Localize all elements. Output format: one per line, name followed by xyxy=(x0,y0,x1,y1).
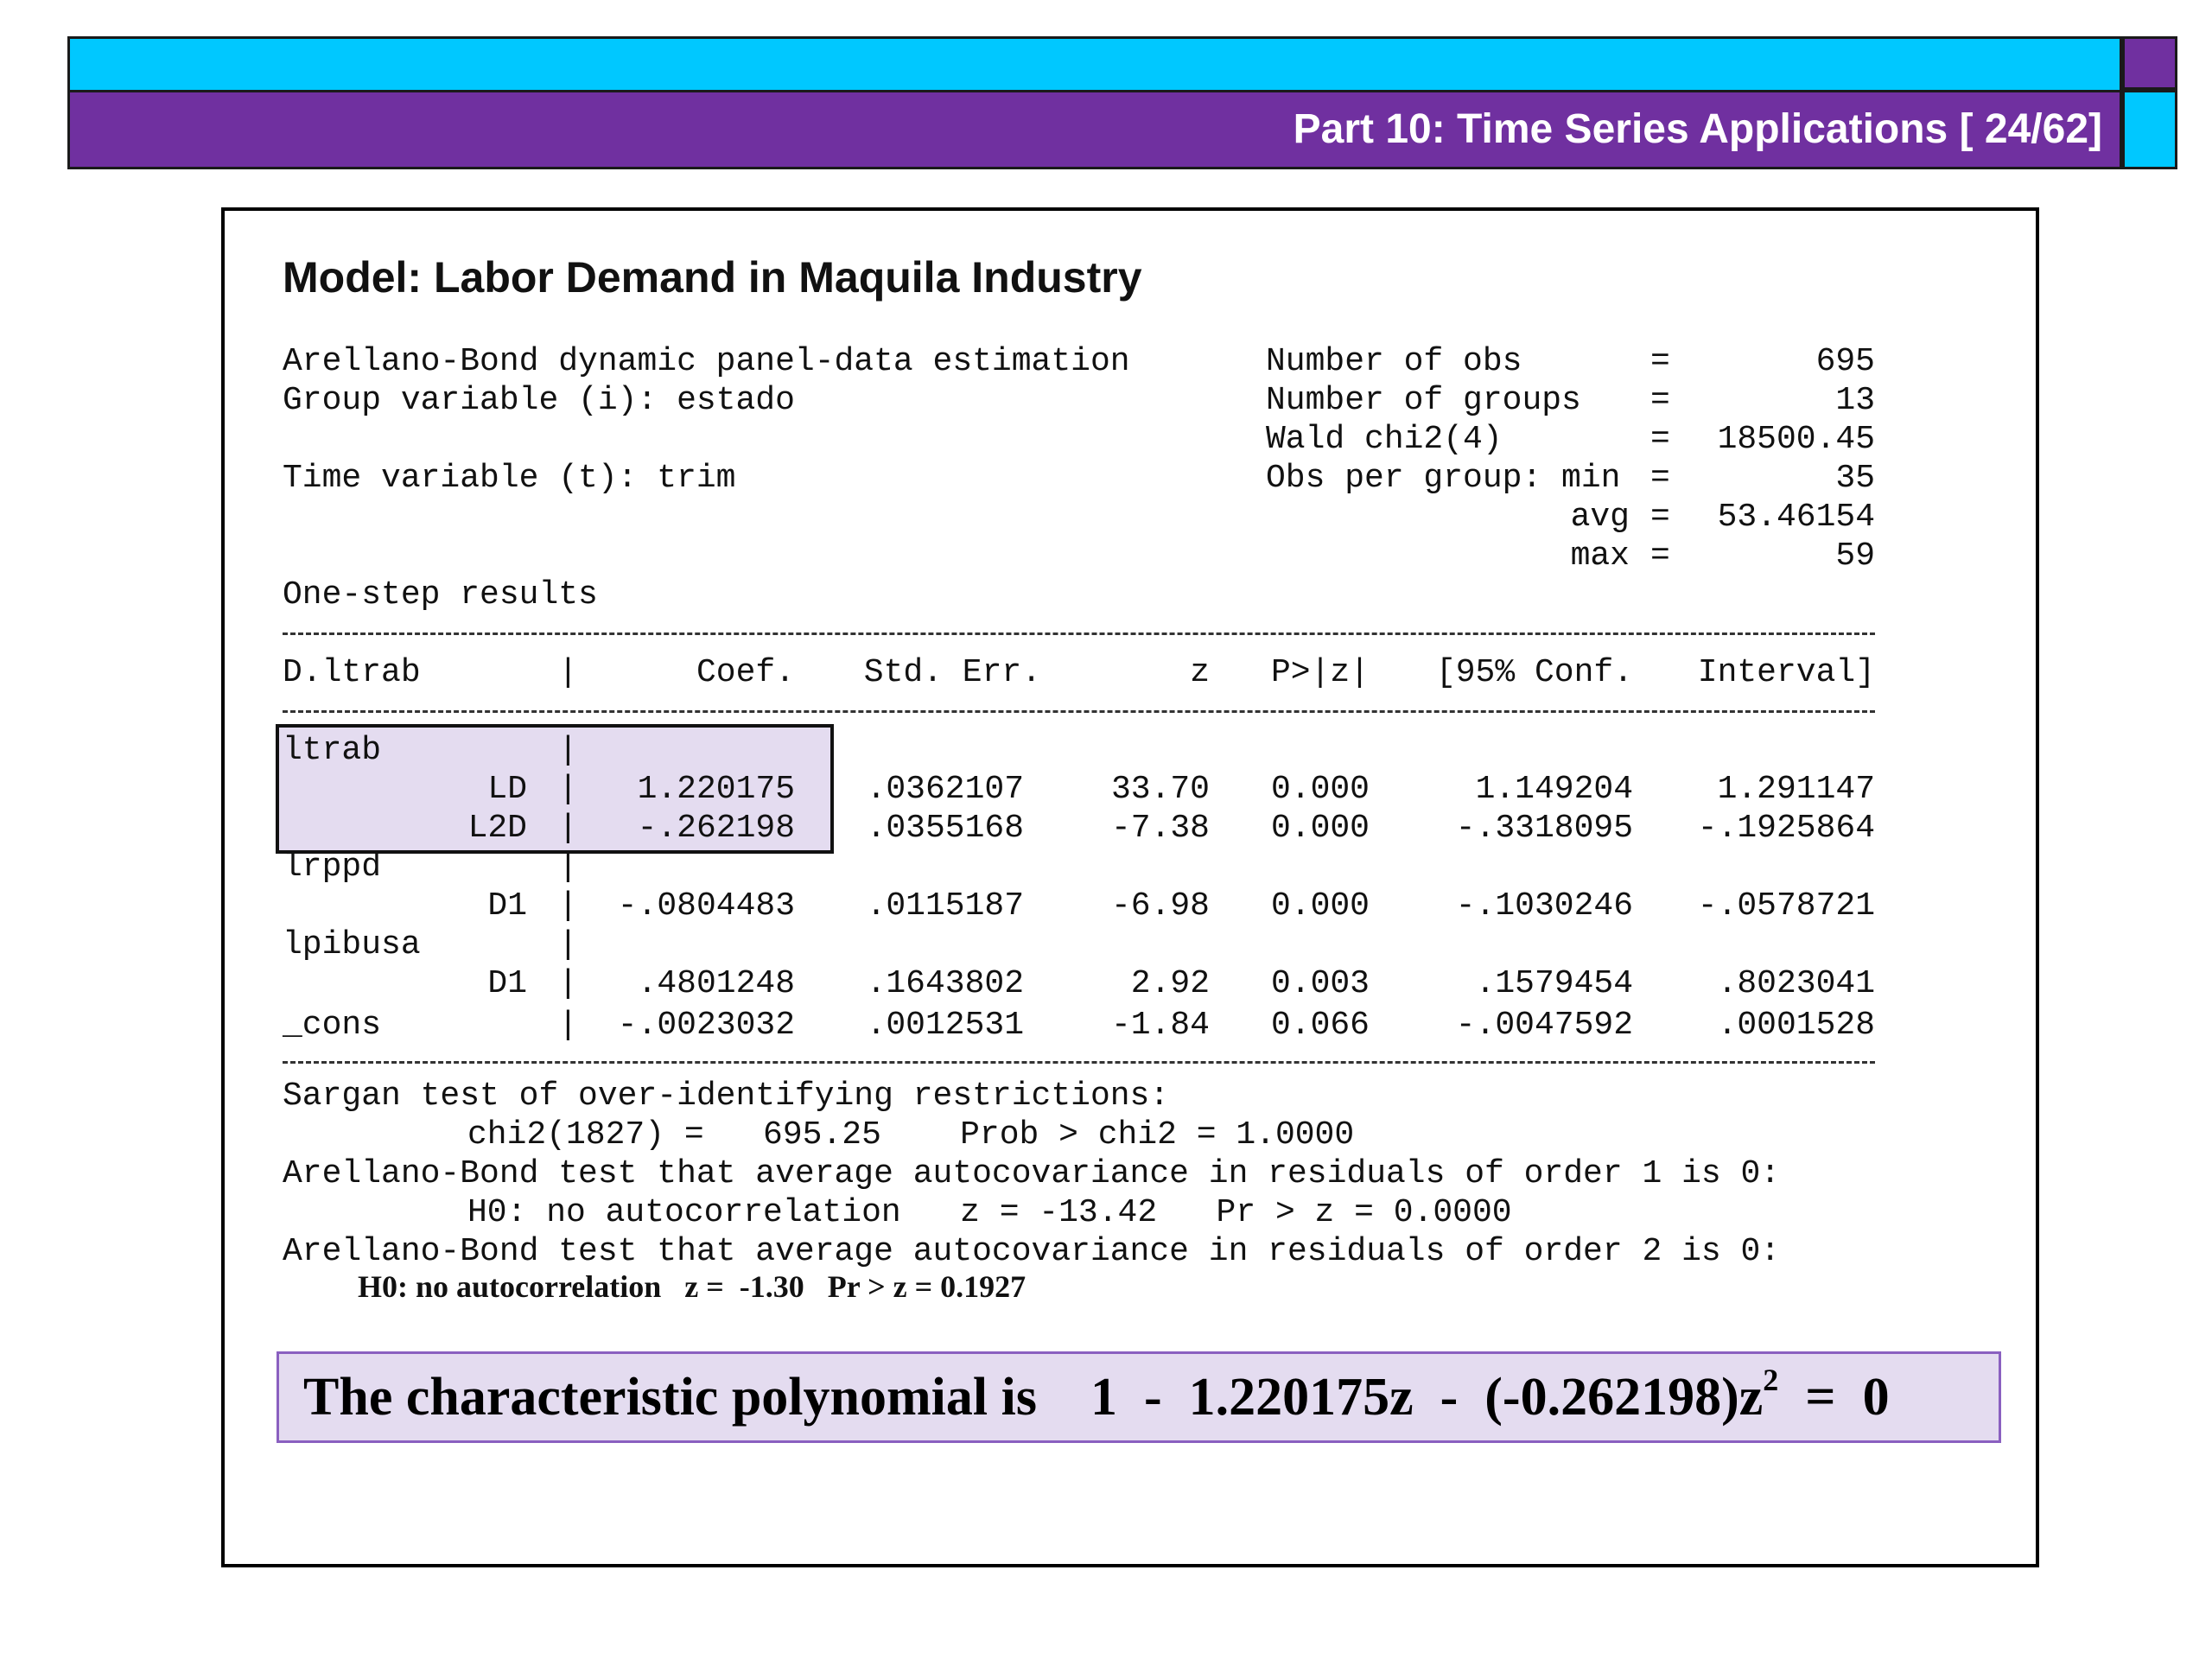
row-variable: ltrab xyxy=(283,732,382,769)
column-separator: | xyxy=(558,771,578,808)
col-header-ci-low: [95% Conf. xyxy=(1435,654,1633,691)
cell-z: 33.70 xyxy=(1110,771,1210,808)
column-separator: | xyxy=(558,732,578,769)
cell-ci-low: 1.149204 xyxy=(1475,771,1633,808)
stat-value: 18500.45 xyxy=(1717,421,1875,458)
estimation-line-2: Group variable (i): estado xyxy=(283,382,795,419)
cell-coef: -.0804483 xyxy=(617,887,795,925)
cell-coef: -.262198 xyxy=(637,810,795,847)
col-header-ci-high: Interval] xyxy=(1697,654,1875,691)
cell-z: -6.98 xyxy=(1110,887,1210,925)
cell-std-err: .0355168 xyxy=(866,810,1024,847)
stat-value: 59 xyxy=(1835,537,1875,575)
header-top-bar xyxy=(67,36,2122,90)
cell-std-err: .1643802 xyxy=(866,965,1024,1002)
cell-ci-low: .1579454 xyxy=(1475,965,1633,1002)
polynomial-callout: The characteristic polynomial is 1 - 1.2… xyxy=(276,1351,2001,1443)
header-title-bar: Part 10: Time Series Applications [ 24/6… xyxy=(67,90,2122,169)
row-lag-label: L2D xyxy=(467,810,527,847)
stat-value: 695 xyxy=(1815,343,1875,380)
stat-value: 35 xyxy=(1835,460,1875,497)
cell-z: -7.38 xyxy=(1110,810,1210,847)
row-variable: _cons xyxy=(283,1007,382,1044)
stat-label: max xyxy=(1570,537,1630,575)
row-lag-label: LD xyxy=(487,771,527,808)
cell-ci-low: -.3318095 xyxy=(1455,810,1633,847)
slide-title: Part 10: Time Series Applications [ 24/6… xyxy=(1293,106,2102,152)
results-type: One-step results xyxy=(283,576,598,613)
stat-label: Number of groups xyxy=(1266,382,1581,419)
cell-z: -1.84 xyxy=(1110,1007,1210,1044)
cell-ci-high: -.1925864 xyxy=(1697,810,1875,847)
table-rule-header xyxy=(283,710,1875,713)
stat-value: 13 xyxy=(1835,382,1875,419)
estimation-line-3: Time variable (t): trim xyxy=(283,460,736,497)
column-separator: | xyxy=(558,654,578,691)
cell-std-err: .0115187 xyxy=(866,887,1024,925)
polynomial-exponent: 2 xyxy=(1763,1363,1779,1397)
estimation-line-1: Arellano-Bond dynamic panel-data estimat… xyxy=(283,343,1130,380)
stat-label: avg xyxy=(1570,499,1630,536)
cell-ci-high: .8023041 xyxy=(1717,965,1875,1002)
stat-eq: = xyxy=(1650,343,1670,380)
column-separator: | xyxy=(558,1007,578,1044)
row-variable: lpibusa xyxy=(283,926,421,963)
polynomial-suffix: = 0 xyxy=(1778,1368,1890,1427)
cell-p-value: 0.000 xyxy=(1270,771,1370,808)
cell-p-value: 0.066 xyxy=(1270,1007,1370,1044)
col-header-se: Std. Err. xyxy=(863,654,1041,691)
model-title: Model: Labor Demand in Maquila Industry xyxy=(283,253,1142,302)
sargan-test-label: Sargan test of over-identifying restrict… xyxy=(283,1077,1170,1115)
cell-coef: 1.220175 xyxy=(637,771,795,808)
cell-coef: -.0023032 xyxy=(617,1007,795,1044)
depvar-label: D.ltrab xyxy=(283,654,421,691)
table-rule-top xyxy=(283,632,1875,635)
col-header-z: z xyxy=(1190,654,1210,691)
column-separator: | xyxy=(558,887,578,925)
cell-ci-high: .0001528 xyxy=(1717,1007,1875,1044)
stat-eq: = xyxy=(1650,499,1670,536)
cell-ci-high: -.0578721 xyxy=(1697,887,1875,925)
content-panel xyxy=(221,207,2039,1567)
cell-p-value: 0.003 xyxy=(1270,965,1370,1002)
polynomial-prefix: The characteristic polynomial is 1 - 1.2… xyxy=(303,1368,1764,1427)
ab-order1-stat: H0: no autocorrelation z = -13.42 Pr > z… xyxy=(467,1194,1512,1231)
lagged-coef-highlight xyxy=(276,724,834,854)
stat-eq: = xyxy=(1650,537,1670,575)
row-variable: lrppd xyxy=(283,849,382,886)
cell-ci-high: 1.291147 xyxy=(1717,771,1875,808)
stat-value: 53.46154 xyxy=(1717,499,1875,536)
header-corner-purple xyxy=(2122,36,2177,90)
row-lag-label: D1 xyxy=(487,965,527,1002)
cell-std-err: .0362107 xyxy=(866,771,1024,808)
ab-order1-label: Arellano-Bond test that average autocova… xyxy=(283,1155,1781,1192)
cell-p-value: 0.000 xyxy=(1270,887,1370,925)
cell-ci-low: -.1030246 xyxy=(1455,887,1633,925)
stat-label: Obs per group: min xyxy=(1266,460,1621,497)
polynomial-equation: The characteristic polynomial is 1 - 1.2… xyxy=(303,1354,1890,1440)
cell-z: 2.92 xyxy=(1130,965,1210,1002)
ab-order2-stat: H0: no autocorrelation z = -1.30 Pr > z … xyxy=(358,1269,1027,1304)
column-separator: | xyxy=(558,965,578,1002)
header-corner-cyan xyxy=(2122,90,2177,169)
table-rule-bottom xyxy=(283,1061,1875,1064)
stat-eq: = xyxy=(1650,460,1670,497)
stat-eq: = xyxy=(1650,382,1670,419)
col-header-coef: Coef. xyxy=(696,654,795,691)
column-separator: | xyxy=(558,926,578,963)
column-separator: | xyxy=(558,810,578,847)
cell-ci-low: -.0047592 xyxy=(1455,1007,1633,1044)
sargan-test-stat: chi2(1827) = 695.25 Prob > chi2 = 1.0000 xyxy=(467,1116,1355,1154)
row-lag-label: D1 xyxy=(487,887,527,925)
cell-std-err: .0012531 xyxy=(866,1007,1024,1044)
stat-label: Number of obs xyxy=(1266,343,1522,380)
cell-p-value: 0.000 xyxy=(1270,810,1370,847)
stat-eq: = xyxy=(1650,421,1670,458)
ab-order2-label: Arellano-Bond test that average autocova… xyxy=(283,1233,1781,1270)
cell-coef: .4801248 xyxy=(637,965,795,1002)
stat-label: Wald chi2(4) xyxy=(1266,421,1503,458)
column-separator: | xyxy=(558,849,578,886)
col-header-p: P>|z| xyxy=(1270,654,1370,691)
